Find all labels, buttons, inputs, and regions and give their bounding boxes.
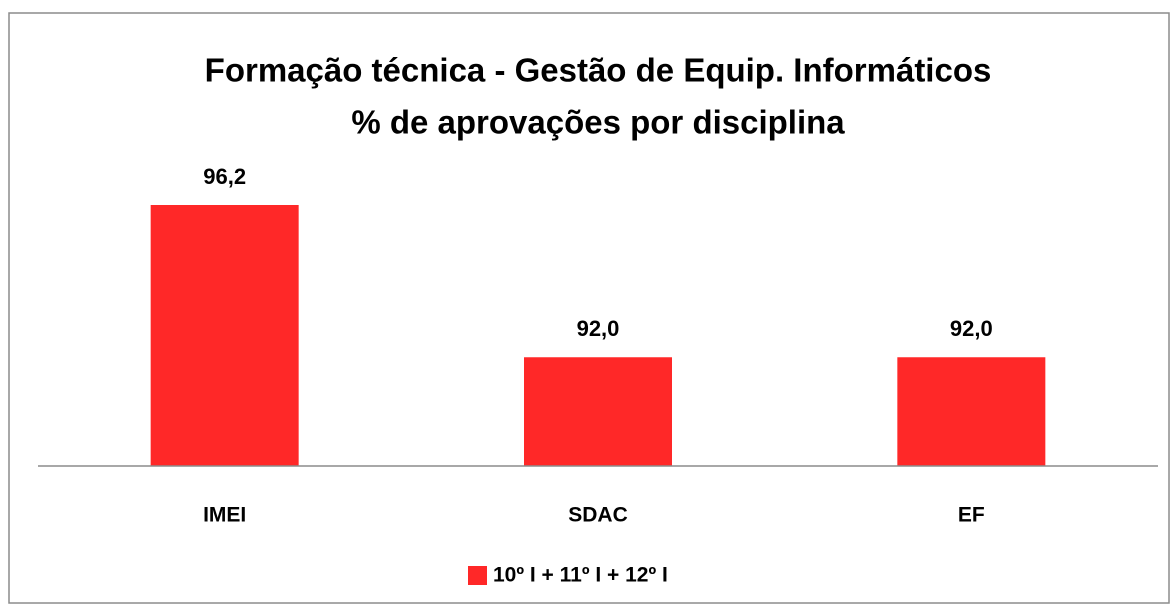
data-label: 96,2	[203, 164, 246, 189]
chart-title: Formação técnica - Gestão de Equip. Info…	[205, 52, 992, 89]
x-tick-label: IMEI	[203, 504, 246, 527]
bar	[524, 357, 672, 466]
legend-label: 10º I + 11º I + 12º I	[493, 564, 668, 587]
data-label: 92,0	[950, 316, 993, 341]
x-tick-label: SDAC	[568, 504, 628, 527]
chart-subtitle: % de aprovações por disciplina	[351, 104, 845, 141]
legend-swatch	[468, 566, 487, 585]
data-label: 92,0	[577, 316, 620, 341]
bar	[150, 205, 299, 466]
x-tick-label: EF	[958, 504, 985, 527]
bar	[897, 357, 1046, 466]
